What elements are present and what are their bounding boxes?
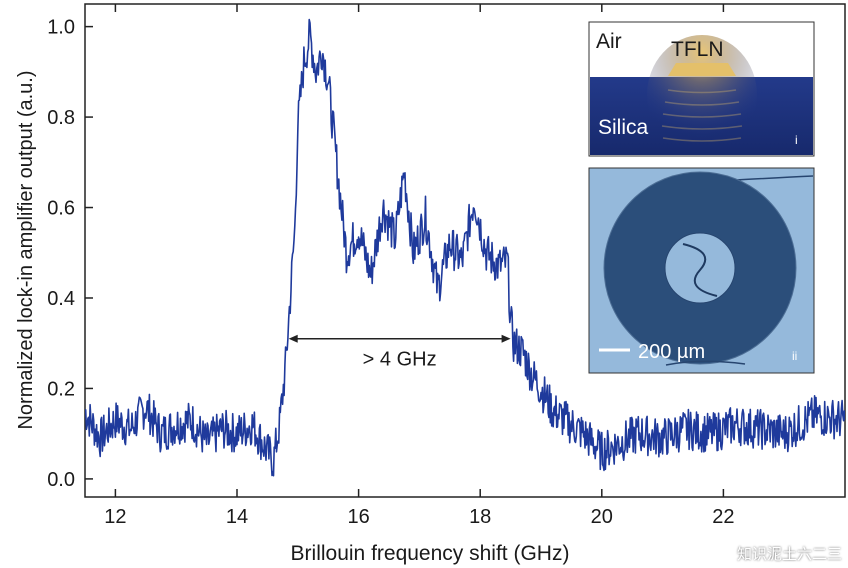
x-tick-label: 12: [104, 506, 126, 528]
y-tick-label: 0.6: [47, 198, 75, 220]
y-tick-label: 0.4: [47, 288, 75, 310]
scale-label: 200 µm: [638, 341, 705, 363]
inset-ii-label: ii: [792, 349, 797, 363]
x-tick-label: 18: [469, 506, 491, 528]
x-tick-label: 14: [226, 506, 248, 528]
silica-label: Silica: [598, 116, 649, 139]
bandwidth-label: > 4 GHz: [363, 349, 437, 371]
plot-frame: [84, 3, 846, 498]
inset-ring-micrograph: 200 µm ii: [588, 167, 815, 374]
bandwidth-arrowhead-right: [501, 334, 511, 343]
series-layer: [85, 18, 845, 477]
x-tick-label: 22: [712, 506, 734, 528]
tfln-ridge: [668, 63, 736, 76]
series-line: [85, 18, 845, 477]
axis-ticks: 12 14 16 18 20 22 0.0 0.2 0.4 0.6 0.8 1.0: [47, 4, 735, 528]
watermark: 知识泥土六二三: [736, 545, 842, 563]
y-tick-label: 0.8: [47, 107, 75, 129]
y-tick-label: 0.0: [47, 469, 75, 491]
tfln-label: TFLN: [671, 38, 724, 61]
x-axis-label: Brillouin frequency shift (GHz): [291, 542, 570, 565]
bandwidth-annotation: > 4 GHz: [288, 334, 511, 371]
x-tick-label: 20: [591, 506, 613, 528]
bandwidth-arrowhead-left: [288, 334, 298, 343]
inset-i-label: i: [795, 133, 798, 147]
inset-cross-section: Air TFLN Silica i: [588, 21, 815, 157]
air-label: Air: [596, 30, 622, 53]
y-tick-label: 1.0: [47, 17, 75, 39]
x-tick-label: 16: [347, 506, 369, 528]
y-axis-label: Normalized lock-in amplifier output (a.u…: [15, 70, 37, 429]
y-tick-label: 0.2: [47, 378, 75, 400]
